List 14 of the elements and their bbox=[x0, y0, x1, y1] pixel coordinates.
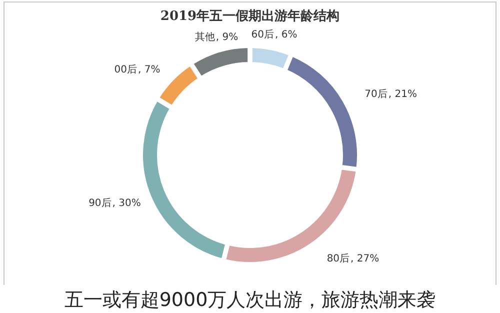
slice-label: 其他 bbox=[194, 31, 215, 44]
data-label: , 9% bbox=[216, 32, 238, 44]
slice-label: 00后 bbox=[114, 64, 138, 76]
data-label: , 30% bbox=[112, 198, 141, 210]
text: 五一或有超9000万人次出游，旅游热潮来袭 bbox=[64, 289, 436, 311]
slice-label: 60后 bbox=[251, 28, 274, 40]
slice-label: 70后 bbox=[364, 88, 388, 100]
data-label: , 7% bbox=[138, 64, 160, 76]
slice-label: 80后 bbox=[326, 252, 350, 265]
chart-title: 2019年五一假期出游年龄结构 bbox=[160, 9, 340, 24]
data-label: , 6% bbox=[275, 29, 298, 40]
data-label: , 21% bbox=[388, 88, 417, 100]
data-label: , 27% bbox=[350, 254, 380, 265]
slice-label: 90后 bbox=[88, 197, 112, 210]
